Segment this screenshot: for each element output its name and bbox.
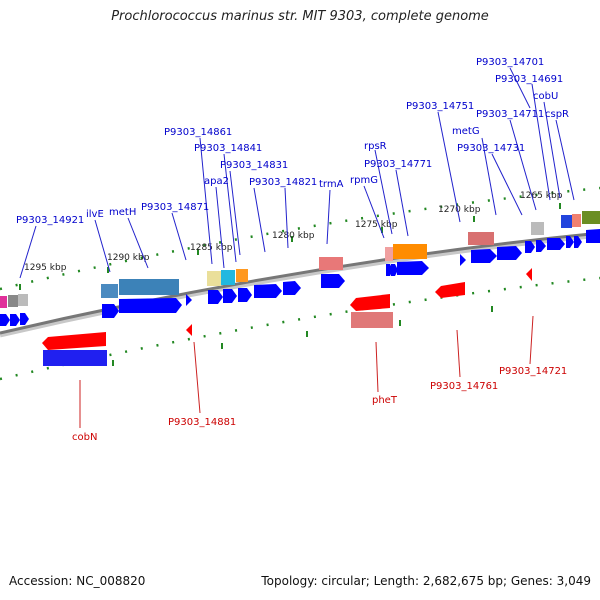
forward-leader-lines [19, 67, 575, 279]
reverse-features [43, 312, 393, 366]
genome-backbone-line [0, 231, 600, 335]
genome-summary-text: Topology: circular; Length: 2,682,675 bp… [261, 574, 591, 588]
scale-label-1295: 1295 kbp [24, 263, 67, 273]
forward-label: P9303_14861 [164, 127, 232, 138]
map-title: Prochlorococcus marinus str. MIT 9303, c… [111, 9, 489, 24]
forward-label: P9303_14771 [364, 159, 432, 170]
scale-label-1280: 1280 kbp [272, 231, 315, 241]
forward-label: P9303_14711 [476, 109, 544, 120]
forward-label: P9303_14731 [457, 143, 525, 154]
forward-label: P9303_14691 [495, 74, 563, 85]
forward-label: P9303_14921 [16, 215, 84, 226]
forward-label: rpsR [364, 141, 387, 152]
forward-label: P9303_14871 [141, 202, 209, 213]
scale-label-1270: 1270 kbp [438, 205, 481, 215]
scale-label-1265: 1265 kbp [520, 191, 563, 201]
accession-text: Accession: NC_008820 [9, 574, 146, 588]
reverse-leader-lines [79, 315, 534, 428]
forward-label: rpmG [350, 175, 378, 186]
forward-label: P9303_14841 [194, 143, 262, 154]
forward-label: apa2 [204, 176, 229, 187]
reverse-label: cobN [72, 432, 97, 443]
forward-gene-arrows [0, 229, 600, 326]
reverse-gene-arrows [42, 268, 532, 350]
scale-label-1275: 1275 kbp [355, 220, 398, 230]
reverse-label: pheT [372, 395, 398, 406]
forward-labels: P9303_14921 ilvE metH P9303_14871 P9303_… [16, 57, 569, 226]
forward-features [0, 211, 600, 308]
major-ticks [19, 203, 561, 366]
forward-label: P9303_14831 [220, 160, 288, 171]
genome-backbone [0, 232, 600, 338]
reverse-tick-ring [0, 276, 600, 381]
reverse-label: P9303_14721 [499, 366, 567, 377]
reverse-label: P9303_14761 [430, 381, 498, 392]
scale-label-1290: 1290 kbp [107, 253, 150, 263]
forward-label: metH [109, 207, 136, 218]
forward-label: P9303_14701 [476, 57, 544, 68]
forward-label: P9303_14821 [249, 177, 317, 188]
forward-label: metG [452, 126, 480, 137]
reverse-label: P9303_14881 [168, 417, 236, 428]
forward-label: trmA [319, 179, 344, 190]
scale-label-1285: 1285 kbp [190, 243, 233, 253]
forward-label: cobU [533, 91, 558, 102]
forward-label: P9303_14751 [406, 101, 474, 112]
forward-label: ilvE [86, 209, 104, 220]
forward-label: cspR [545, 109, 569, 120]
reverse-labels: cobN P9303_14881 pheT P9303_14761 P9303_… [72, 366, 567, 443]
